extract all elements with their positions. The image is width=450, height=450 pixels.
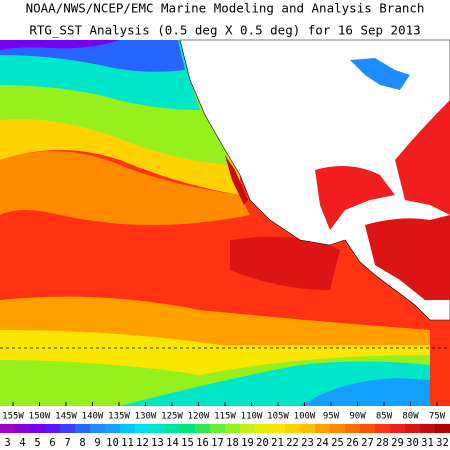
colorbar-cell xyxy=(15,424,30,433)
colorbar-cell xyxy=(240,424,255,433)
colorbar-label: 31 xyxy=(421,437,434,449)
colorbar-label: 21 xyxy=(271,437,284,449)
colorbar-label: 5 xyxy=(34,437,40,449)
lon-label: 105W xyxy=(267,412,289,422)
band xyxy=(0,40,120,50)
colorbar-label: 22 xyxy=(286,437,299,449)
colorbar: 3 4 5 6 7 8 9 10 11 12 13 14 15 16 17 18 19 20 21 22 23 24 25 2… xyxy=(0,424,450,449)
colorbar-label: 32 xyxy=(436,437,449,449)
colorbar-label: 19 xyxy=(241,437,254,449)
colorbar-label: 12 xyxy=(136,437,149,449)
colorbar-cell xyxy=(435,424,450,433)
colorbar-cell xyxy=(375,424,390,433)
colorbar-label: 29 xyxy=(391,437,404,449)
atlantic xyxy=(395,100,450,215)
colorbar-cell xyxy=(0,424,15,433)
colorbar-label: 14 xyxy=(166,437,179,449)
lon-label: 140W xyxy=(82,412,104,422)
lon-label: 80W xyxy=(402,412,419,422)
colorbar-label: 24 xyxy=(316,437,329,449)
colorbar-cell xyxy=(75,424,90,433)
lon-label: 100W xyxy=(294,412,316,422)
colorbar-cell xyxy=(300,424,315,433)
colorbar-cell xyxy=(270,424,285,433)
colorbar-cell xyxy=(420,424,435,433)
lon-label: 115W xyxy=(214,412,236,422)
colorbar-cell xyxy=(180,424,195,433)
lon-label: 125W xyxy=(161,412,183,422)
colorbar-cell xyxy=(30,424,45,433)
band xyxy=(230,236,340,290)
colorbar-cell xyxy=(225,424,240,433)
colorbar-label: 11 xyxy=(121,437,134,449)
colorbar-label: 9 xyxy=(94,437,100,449)
lon-label: 95W xyxy=(323,412,340,422)
colorbar-cell xyxy=(45,424,60,433)
colorbar-label: 6 xyxy=(49,437,55,449)
colorbar-cell xyxy=(315,424,330,433)
gulf xyxy=(315,166,395,230)
colorbar-cell xyxy=(390,424,405,433)
colorbar-label: 10 xyxy=(106,437,119,449)
colorbar-cell xyxy=(105,424,120,433)
band xyxy=(0,151,250,225)
lon-label: 135W xyxy=(108,412,130,422)
colorbar-cell xyxy=(405,424,420,433)
colorbar-label: 25 xyxy=(331,437,344,449)
colorbar-label: 27 xyxy=(361,437,374,449)
colorbar-label: 26 xyxy=(346,437,359,449)
colorbar-label: 17 xyxy=(211,437,224,449)
lon-label: 145W xyxy=(55,412,77,422)
colorbar-cell xyxy=(60,424,75,433)
colorbar-cell xyxy=(210,424,225,433)
caribbean xyxy=(365,215,450,300)
colorbar-cell xyxy=(360,424,375,433)
gulf-of-california xyxy=(225,155,248,205)
colorbar-label: 20 xyxy=(256,437,269,449)
lon-label: 130W xyxy=(135,412,157,422)
colorbar-cell xyxy=(165,424,180,433)
longitude-axis: 155W 150W 145W 140W 135W 130W 125W 120W 115W 110W… xyxy=(2,402,446,422)
colorbar-label: 23 xyxy=(301,437,314,449)
lon-label: 150W xyxy=(29,412,51,422)
colorbar-label: 3 xyxy=(4,437,10,449)
lon-label: 155W xyxy=(2,412,24,422)
colorbar-label: 30 xyxy=(406,437,419,449)
lon-label: 90W xyxy=(349,412,366,422)
colorbar-cell xyxy=(285,424,300,433)
band xyxy=(300,378,430,406)
colorbar-label: 15 xyxy=(181,437,194,449)
colorbar-label: 13 xyxy=(151,437,164,449)
colorbar-label: 16 xyxy=(196,437,209,449)
colorbar-cell xyxy=(135,424,150,433)
colorbar-cell xyxy=(120,424,135,433)
subtitle: RTG_SST Analysis (0.5 deg X 0.5 deg) for… xyxy=(29,23,420,38)
colorbar-label: 18 xyxy=(226,437,239,449)
colorbar-cell xyxy=(345,424,360,433)
lon-label: 110W xyxy=(241,412,263,422)
colorbar-cell xyxy=(195,424,210,433)
colorbar-label: 28 xyxy=(376,437,389,449)
colorbar-label: 7 xyxy=(64,437,70,449)
colorbar-cell xyxy=(150,424,165,433)
colorbar-label: 4 xyxy=(19,437,25,449)
lon-label: 85W xyxy=(376,412,393,422)
title: NOAA/NWS/NCEP/EMC Marine Modeling and An… xyxy=(26,1,425,16)
lon-label: 120W xyxy=(188,412,210,422)
colorbar-label: 8 xyxy=(79,437,85,449)
great-lakes xyxy=(350,58,410,90)
band xyxy=(0,40,185,72)
colorbar-cell xyxy=(255,424,270,433)
map xyxy=(0,39,450,406)
colorbar-cell xyxy=(90,424,105,433)
lon-label: 75W xyxy=(429,412,446,422)
colorbar-cell xyxy=(330,424,345,433)
